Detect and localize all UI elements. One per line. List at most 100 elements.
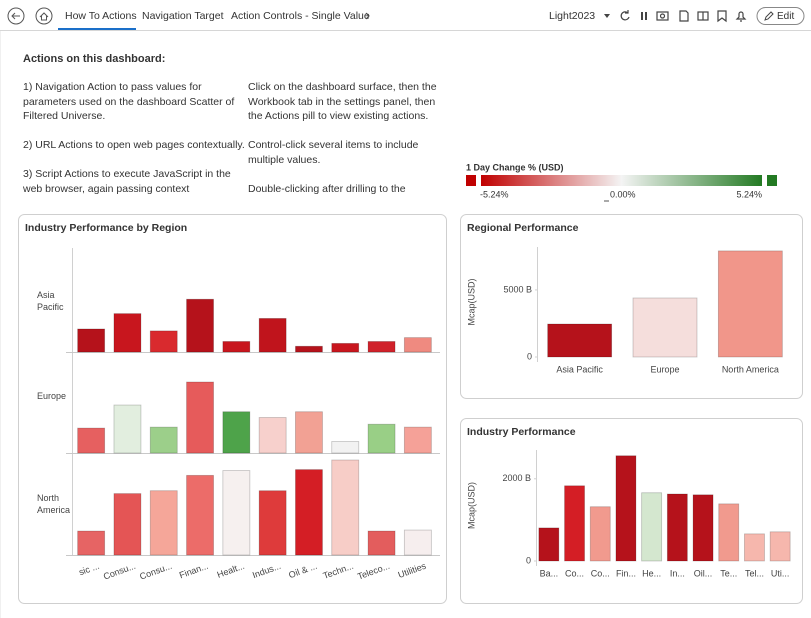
theme-select[interactable]: Light2023: [549, 10, 595, 22]
x-tick-label: He...: [642, 568, 661, 578]
chart-title: Industry Performance: [467, 426, 576, 438]
back-button[interactable]: [7, 7, 25, 25]
bar: [403, 529, 432, 556]
bar: [222, 341, 251, 353]
bar: [258, 490, 287, 556]
bar: [718, 503, 740, 562]
note: Double-clicking after drilling to the: [248, 182, 406, 195]
y-axis-label: Mcap(USD): [466, 482, 476, 529]
note: 2) URL Actions to open web pages context…: [23, 139, 245, 151]
bar: [258, 417, 287, 454]
legend-label: -5.24%: [480, 189, 509, 199]
bar: [331, 459, 360, 556]
bar: [77, 328, 106, 353]
note: Control-click several items to include m…: [248, 139, 419, 166]
bar: [258, 318, 287, 353]
bar: [615, 455, 637, 562]
bar: [186, 381, 214, 454]
bar: [77, 427, 106, 454]
more-tabs[interactable]: [365, 12, 370, 20]
bar: [666, 493, 688, 562]
toolbar: [0, 0, 811, 30]
x-tick-label: Europe: [650, 364, 679, 374]
y-axis-label: Mcap(USD): [466, 278, 476, 325]
bar: [331, 342, 360, 353]
bar: [295, 469, 323, 556]
bar: [186, 474, 214, 556]
bar: [113, 404, 142, 454]
notes-heading: Actions on this dashboard:: [23, 53, 166, 65]
x-tick-label: North America: [722, 364, 779, 374]
bar: [632, 297, 698, 358]
bar: [367, 530, 396, 556]
legend-title: 1 Day Change % (USD): [466, 162, 564, 172]
x-tick-label: Tel...: [745, 568, 764, 578]
notes-left: 1) Navigation Action to pass values for …: [23, 80, 245, 202]
note: 3) Script Actions to execute JavaScript …: [23, 168, 231, 195]
y-tick-label: 0: [526, 555, 531, 565]
x-tick-label: Ba...: [540, 568, 559, 578]
x-tick-label: Uti...: [771, 568, 790, 578]
edit-label[interactable]: Edit: [777, 11, 794, 22]
notes-panel: Actions on this dashboard: 1) Navigation…: [23, 50, 453, 202]
legend-gradient: [481, 175, 762, 186]
bar: [113, 313, 142, 353]
notes-right: Click on the dashboard surface, then the…: [248, 80, 448, 202]
x-tick-label: Te...: [720, 568, 737, 578]
bar: [113, 493, 142, 556]
bar: [295, 411, 323, 454]
bar: [77, 530, 106, 556]
y-tick-label: 0: [527, 351, 532, 361]
bar: [641, 492, 663, 562]
legend-label: 0.00%: [610, 189, 636, 199]
y-tick-label: 5000 B: [503, 284, 532, 294]
edit-button[interactable]: Edit: [756, 7, 805, 25]
tab[interactable]: Action Controls - Single Value: [231, 10, 370, 22]
bar: [564, 485, 585, 562]
x-tick-label: Fin...: [616, 568, 636, 578]
bar: [149, 490, 178, 556]
bar: [717, 250, 783, 358]
bar: [331, 441, 360, 454]
bar: [589, 506, 611, 562]
row-label: North America: [37, 493, 71, 515]
bar: [769, 531, 791, 562]
legend-low-swatch: [466, 175, 476, 186]
bar: [222, 470, 251, 556]
legend-label: 5.24%: [736, 189, 762, 199]
bar: [295, 345, 323, 353]
bar: [186, 298, 214, 353]
x-tick-label: Oil...: [694, 568, 713, 578]
x-tick-label: Co...: [591, 568, 610, 578]
legend-high-swatch: [767, 175, 777, 186]
tab[interactable]: How To Actions: [65, 10, 137, 22]
y-tick-label: 2000 B: [502, 473, 531, 483]
theme-caret[interactable]: [604, 14, 610, 18]
chart-title: Regional Performance: [467, 222, 579, 234]
bar: [149, 426, 178, 454]
bar: [403, 337, 432, 353]
bar: [692, 494, 714, 562]
bar: [744, 533, 765, 562]
tab[interactable]: Navigation Target: [142, 10, 224, 22]
bar: [367, 341, 396, 353]
note: Click on the dashboard surface, then the…: [248, 81, 437, 122]
note: 1) Navigation Action to pass values for …: [23, 81, 235, 122]
bar: [222, 411, 251, 454]
chart-title: Industry Performance by Region: [25, 222, 187, 234]
x-tick-label: Co...: [565, 568, 584, 578]
row-label: Asia Pacific: [37, 290, 64, 312]
bar: [538, 527, 560, 562]
home-button[interactable]: [35, 7, 53, 25]
row-label: Europe: [37, 391, 67, 401]
x-tick-label: In...: [670, 568, 685, 578]
bar: [547, 323, 613, 358]
panel: [460, 214, 803, 399]
x-tick-label: Asia Pacific: [556, 364, 603, 374]
bar: [149, 330, 178, 353]
bar: [403, 426, 432, 454]
toolbar-icons[interactable]: [620, 10, 747, 23]
bar: [367, 423, 396, 454]
